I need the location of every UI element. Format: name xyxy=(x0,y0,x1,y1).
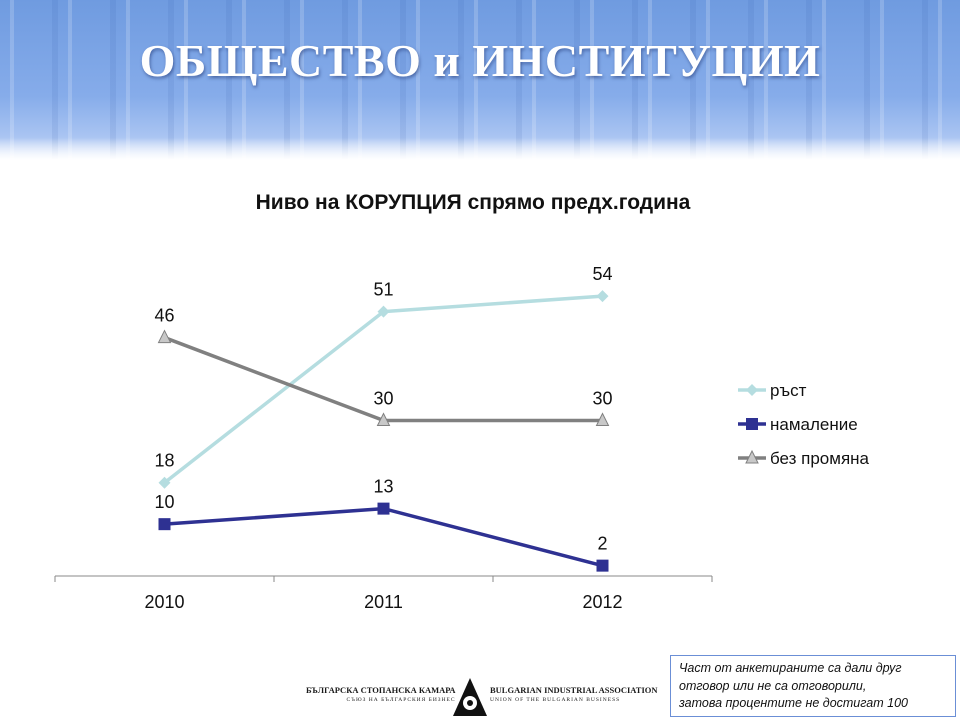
data-label: 2 xyxy=(597,534,607,554)
footnote-line: отговор или не са отговорили, xyxy=(679,678,867,693)
slide-title: ОБЩЕСТВО и ИНСТИТУЦИИ xyxy=(139,35,821,86)
footnote-box: Част от анкетираните са дали друг отгово… xyxy=(670,655,956,717)
x-tick-label: 2012 xyxy=(582,592,622,612)
footnote-line: затова процентите не достигат 100 xyxy=(679,696,908,710)
data-label: 18 xyxy=(154,451,174,471)
data-point-triangle xyxy=(595,412,610,426)
logo-name-en: BULGARIAN INDUSTRIAL ASSOCIATION xyxy=(490,685,658,695)
organization-logo: БЪЛГАРСКА СТОПАНСКА КАМАРА СЪЮЗ НА БЪЛГА… xyxy=(300,676,658,720)
logo-subtitle-bg: СЪЮЗ НА БЪЛГАРСКИЯ БИЗНЕС xyxy=(346,697,456,703)
logo-name-bg: БЪЛГАРСКА СТОПАНСКА КАМАРА xyxy=(306,685,456,695)
logo-text-en: BULGARIAN INDUSTRIAL ASSOCIATION UNION O… xyxy=(490,685,658,703)
data-point-triangle xyxy=(376,412,391,426)
data-point-triangle xyxy=(157,329,172,344)
data-label: 54 xyxy=(592,264,612,284)
banner-stripes xyxy=(0,0,960,160)
data-point-triangle xyxy=(745,449,759,464)
banner-fade xyxy=(0,138,960,160)
legend-label: намаление xyxy=(770,415,858,434)
data-label: 13 xyxy=(373,477,393,497)
data-point-diamond xyxy=(377,305,390,318)
data-point-square xyxy=(596,559,609,572)
data-label: 51 xyxy=(373,280,393,300)
data-point-square xyxy=(158,518,171,531)
logo-subtitle-en: UNION OF THE BULGARIAN BUSINESS xyxy=(490,697,621,703)
data-point-square xyxy=(746,418,758,430)
slide-banner: ОБЩЕСТВО и ИНСТИТУЦИИ xyxy=(0,0,960,160)
x-tick-label: 2011 xyxy=(364,592,403,612)
data-point-diamond xyxy=(596,290,609,303)
chart-title: Ниво на КОРУПЦИЯ спрямо предх.година xyxy=(255,191,691,214)
footnote-line: Част от анкетираните са дали друг xyxy=(679,661,902,675)
data-label: 30 xyxy=(592,389,612,409)
data-point-square xyxy=(377,502,390,515)
x-tick-label: 2010 xyxy=(144,592,184,612)
data-point-diamond xyxy=(746,384,758,396)
data-point-diamond xyxy=(158,476,171,489)
data-label: 30 xyxy=(373,389,393,409)
legend-label: без промяна xyxy=(770,449,870,468)
data-label: 10 xyxy=(154,492,174,512)
series-line xyxy=(162,506,605,568)
legend-label: ръст xyxy=(770,381,807,400)
logo-text-bg: БЪЛГАРСКА СТОПАНСКА КАМАРА СЪЮЗ НА БЪЛГА… xyxy=(306,685,456,703)
logo-emblem-icon xyxy=(453,678,487,716)
data-label: 46 xyxy=(154,306,174,326)
